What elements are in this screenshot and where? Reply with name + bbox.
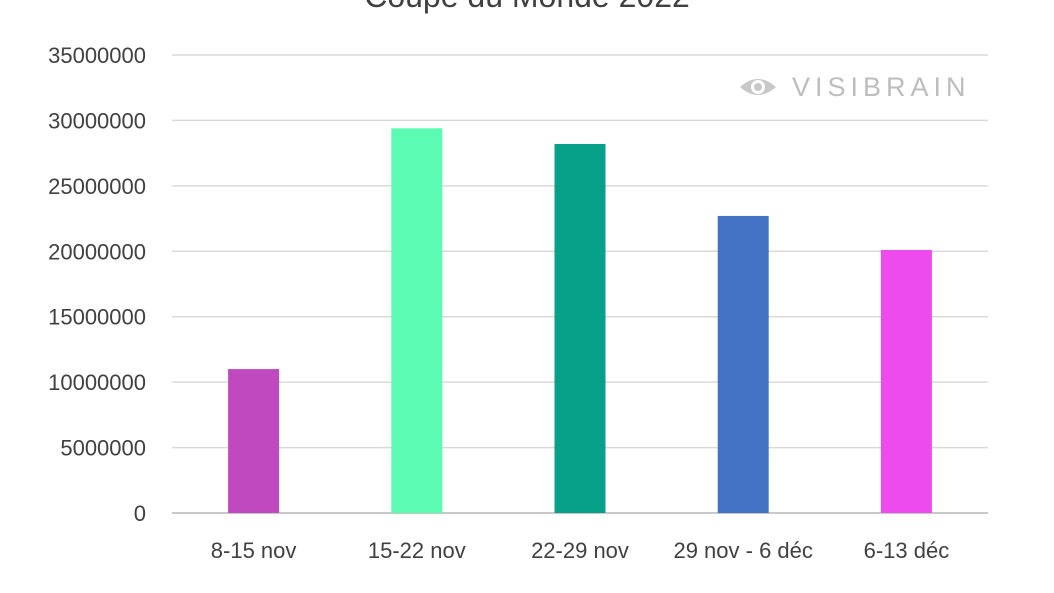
eye-icon: [740, 78, 776, 95]
x-tick-label: 6-13 déc: [864, 538, 950, 563]
bars: [228, 128, 932, 514]
y-tick-label: 0: [134, 501, 146, 526]
y-tick-label: 20000000: [48, 239, 146, 264]
chart-title: Coupe du Monde 2022: [0, 0, 1054, 15]
bar: [554, 143, 606, 514]
y-tick-label: 5000000: [60, 436, 146, 461]
bar: [228, 369, 280, 513]
x-tick-label: 15-22 nov: [368, 538, 466, 563]
y-tick-label: 15000000: [48, 305, 146, 330]
bar: [391, 128, 443, 513]
x-tick-label: 29 nov - 6 déc: [673, 538, 812, 563]
bar: [880, 249, 932, 513]
y-tick-label: 25000000: [48, 174, 146, 199]
x-tick-label: 8-15 nov: [211, 538, 297, 563]
y-tick-label: 35000000: [48, 43, 146, 68]
bar: [717, 215, 769, 513]
y-axis: 0 5000000 10000000 15000000 20000000 25000000…: [48, 43, 146, 526]
visibrain-watermark: VISIBRAIN: [738, 72, 971, 103]
y-tick-label: 30000000: [48, 108, 146, 133]
x-axis: 8-15 nov 15-22 nov 22-29 nov 29 nov - 6 déc…: [211, 538, 949, 563]
y-tick-label: 10000000: [48, 370, 146, 395]
x-tick-label: 22-29 nov: [531, 538, 629, 563]
watermark-text: VISIBRAIN: [792, 72, 971, 102]
